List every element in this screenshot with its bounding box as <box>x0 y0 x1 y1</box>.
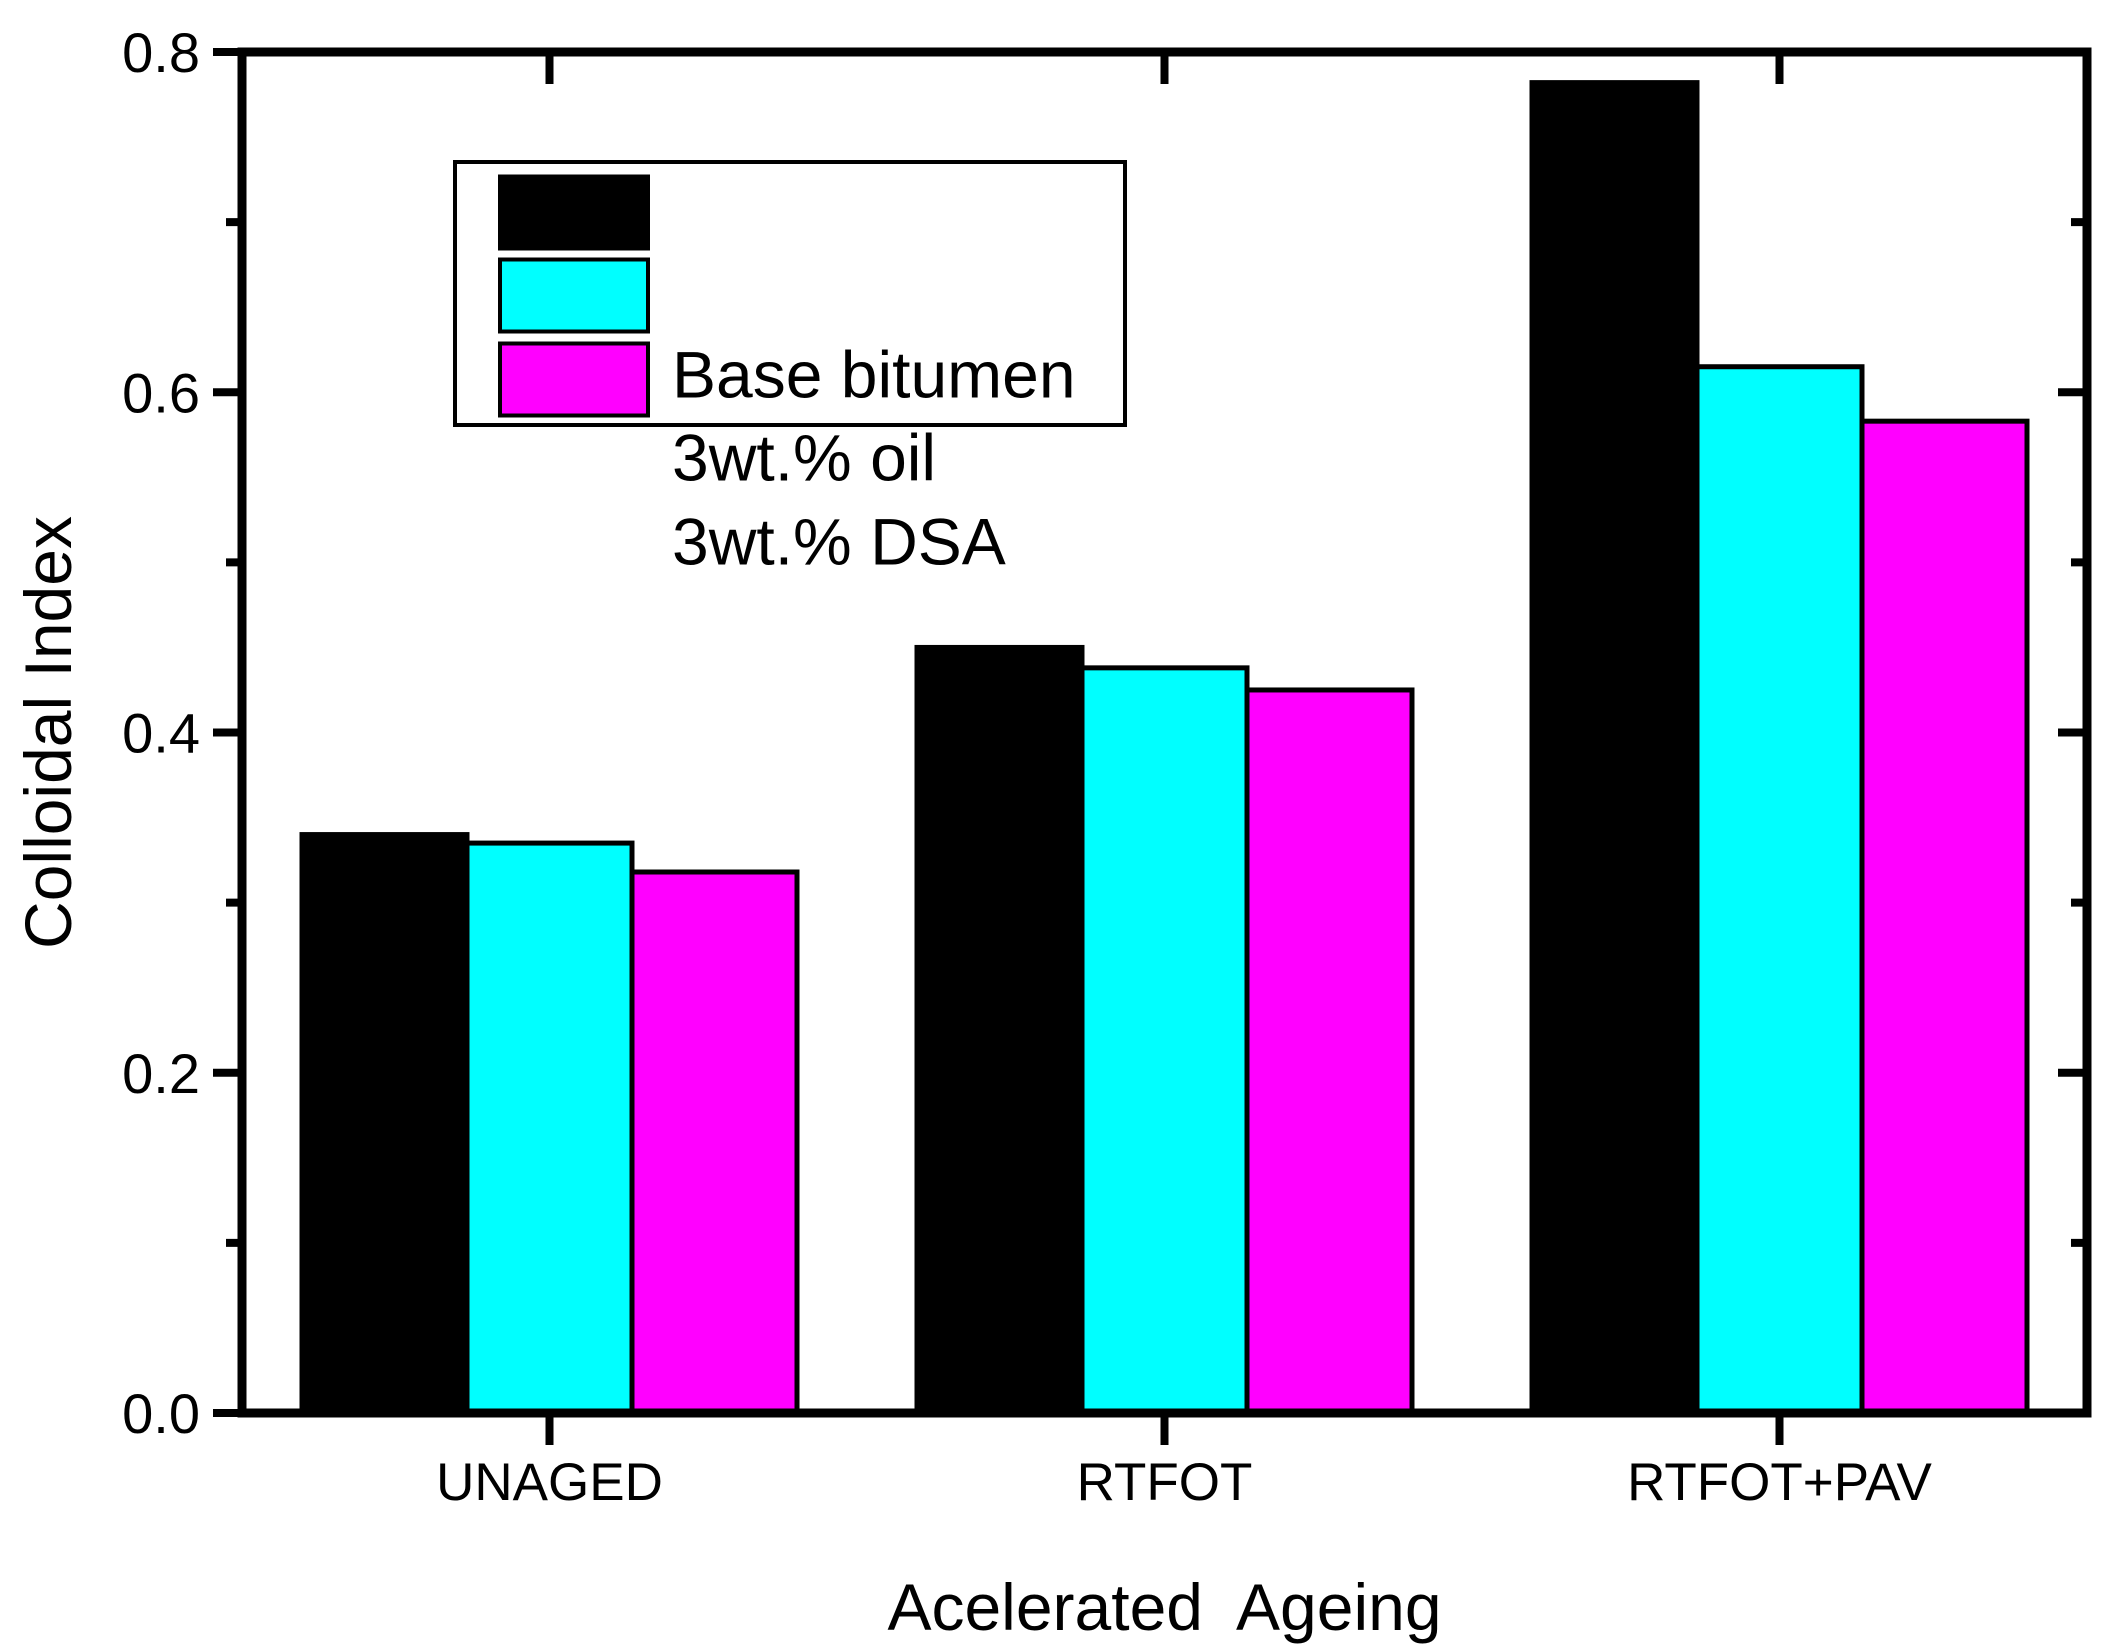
x-axis-title: Acelerated Ageing <box>887 1570 1441 1644</box>
legend-swatch-1 <box>498 174 650 251</box>
legend-swatch-3 <box>498 341 650 418</box>
bar-base-bitumen-rtfot-pav <box>1529 80 1700 1416</box>
y-tick-label: 0.4 <box>122 702 200 765</box>
bar-3wt-oil-rtfot-pav <box>1694 364 1865 1416</box>
bar-base-bitumen-rtfot <box>914 644 1085 1416</box>
legend-swatch-2 <box>498 257 650 334</box>
bar-3wt-oil-rtfot <box>1079 665 1250 1416</box>
x-tick-label: UNAGED <box>436 1453 663 1512</box>
legend-label-3: 3wt.% DSA <box>672 505 1006 579</box>
bar-3wt-dsa-rtfot <box>1244 687 1415 1416</box>
x-tick-label: RTFOT <box>1077 1453 1253 1512</box>
y-tick-label: 0.2 <box>122 1042 200 1105</box>
bar-3wt-dsa-unaged <box>629 869 800 1416</box>
legend-label-2: 3wt.% oil <box>672 421 936 495</box>
y-tick-label: 0.8 <box>122 21 200 84</box>
y-tick-label: 0.6 <box>122 361 200 424</box>
y-axis-title: Colloidal Index <box>11 516 85 949</box>
bar-base-bitumen-unaged <box>299 832 470 1416</box>
y-tick-label: 0.0 <box>122 1382 200 1445</box>
legend-label-1: Base bitumen <box>672 338 1076 412</box>
bar-3wt-oil-unaged <box>464 840 635 1416</box>
bar-3wt-dsa-rtfot-pav <box>1859 418 2030 1416</box>
x-tick-label: RTFOT+PAV <box>1627 1453 1932 1512</box>
